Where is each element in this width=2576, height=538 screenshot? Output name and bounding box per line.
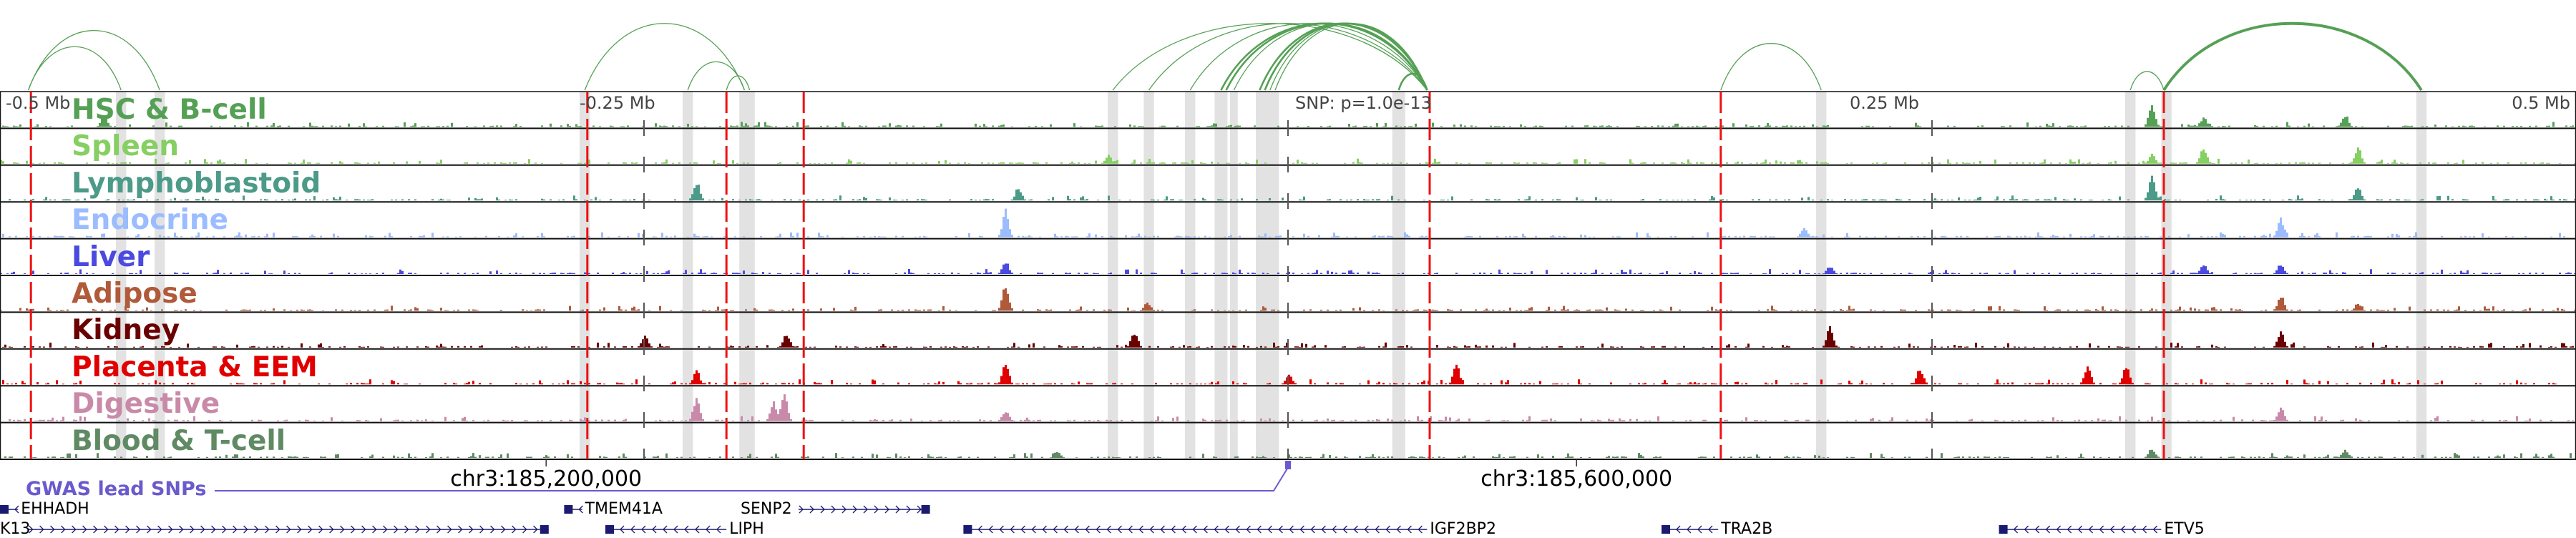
gene-label: SENP2 [741,500,792,518]
interaction-arc [1720,43,1822,91]
axis-label: 0.25 Mb [1850,93,1920,113]
interaction-arc [1220,22,1428,91]
axis-label: -0.25 Mb [580,93,655,113]
axis-label: SNP: p=1.0e-13 [1295,93,1432,113]
coordinate-label: chr3:185,200,000 [450,466,643,491]
gene-SENP2[interactable] [799,505,930,514]
interaction-arc [2129,71,2165,91]
track-label: Placenta & EEM [72,351,318,383]
track-label: Kidney [72,314,180,347]
track-label: Liver [72,240,150,273]
track-3-signal [2,208,2565,238]
exon-block [963,525,972,534]
interaction-arc [1148,23,1428,91]
gene-label: K13 [0,520,31,538]
gwas-track-label: GWAS lead SNPs [26,478,207,500]
exon-block [1662,525,1670,534]
track-2-signal [9,175,2576,201]
gene-label: IGF2BP2 [1430,520,1496,538]
signal-bars [9,394,2574,421]
gene-ETV5[interactable] [1999,525,2162,534]
gene-K13[interactable] [28,525,549,534]
interaction-arc [2162,21,2423,92]
interaction-arc [1233,23,1428,91]
track-label: Adipose [72,278,197,310]
gene-label: TRA2B [1721,520,1773,538]
exon-block [921,505,930,514]
gene-label: TMEM41A [585,500,663,518]
coordinate-label: chr3:185,600,000 [1480,466,1673,491]
signal-bars [2,208,2565,238]
track-label: Endocrine [72,204,229,237]
gene-TRA2B[interactable] [1662,525,1719,534]
gene-EHHADH[interactable] [0,505,19,514]
interaction-arc [1397,72,1428,91]
axis-label: -0.5 Mb [6,93,71,113]
signal-bars [2,364,2557,385]
track-label: HSC & B-cell [72,94,267,126]
gene-label: EHHADH [21,500,89,518]
gene-IGF2BP2[interactable] [963,525,1428,534]
interaction-arc [27,30,160,91]
track-label: Spleen [72,130,180,163]
gwas-connector [215,468,1288,491]
track-label: Lymphoblastoid [72,167,321,200]
interaction-arc [726,75,751,91]
interaction-arc [1274,23,1428,91]
exon-block [564,505,573,514]
strand-arrows [799,505,922,514]
axis-label: 0.5 Mb [2512,93,2570,113]
track-label: Blood & T-cell [72,424,286,457]
signal-bars [9,175,2576,201]
exon-block [605,525,614,534]
interaction-arc [584,23,746,91]
track-7-signal [2,364,2557,385]
gwas-snp-marker[interactable] [1285,461,1291,469]
interaction-arc [1189,23,1428,91]
gene-TMEM41A[interactable] [564,505,583,514]
gene-label: LIPH [729,520,764,538]
track-6-signal [2,326,2574,348]
track-8-signal [9,394,2574,421]
exon-block [1999,525,2008,534]
signal-bars [2,326,2574,348]
exon-block [540,525,549,534]
track-label: Digestive [72,388,220,421]
gene-label: ETV5 [2164,520,2205,538]
strand-arrows [29,525,538,534]
interaction-arc [687,61,746,91]
interaction-arc [1112,23,1428,91]
exon-block [0,505,9,514]
interaction-arc [27,46,122,91]
gene-LIPH[interactable] [605,525,727,534]
